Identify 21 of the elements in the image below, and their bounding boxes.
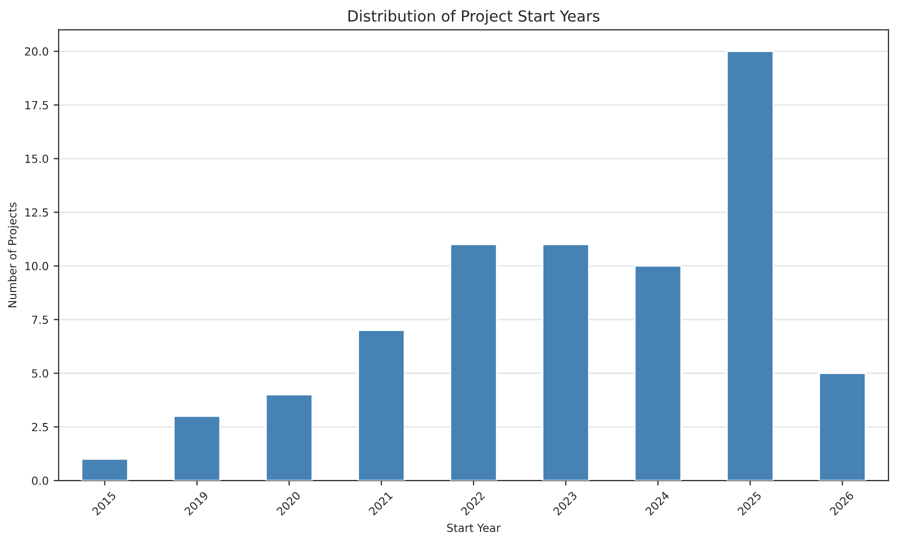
y-tick-label: 20.0 [24, 47, 48, 56]
bar [542, 244, 590, 481]
y-tick-label: 12.5 [25, 208, 48, 217]
bar [450, 244, 498, 481]
bar [173, 415, 221, 481]
y-tick-label: 2.5 [32, 422, 48, 432]
y-tick-label: 7.5 [32, 316, 48, 324]
chart-title: Distribution of Project Start Years [348, 10, 600, 25]
bar [726, 50, 774, 481]
y-axis-title: Number of Projects [8, 202, 19, 308]
y-tick-label: 0.0 [32, 476, 48, 485]
bar [265, 394, 313, 481]
y-tick-label: 15.0 [25, 154, 48, 164]
y-tick-label: 17.5 [25, 101, 48, 110]
bar [358, 330, 406, 481]
y-tick-label: 5.0 [32, 369, 48, 378]
x-axis-title: Start Year [447, 524, 501, 532]
bar [80, 458, 128, 481]
bar [634, 265, 682, 481]
bar [818, 372, 866, 481]
y-tick-label: 10.0 [25, 262, 48, 270]
